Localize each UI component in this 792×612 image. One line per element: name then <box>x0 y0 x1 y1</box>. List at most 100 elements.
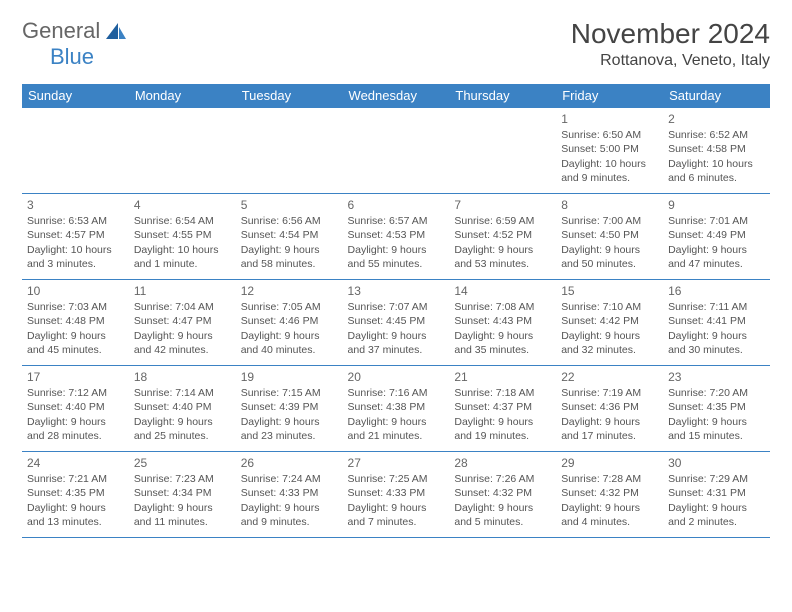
sunset-text: Sunset: 4:53 PM <box>348 228 445 242</box>
daylight-text: Daylight: 9 hours and 2 minutes. <box>668 501 765 529</box>
day-number: 8 <box>561 197 658 213</box>
weekday-header: Wednesday <box>343 84 450 108</box>
daylight-text: Daylight: 9 hours and 55 minutes. <box>348 243 445 271</box>
sunset-text: Sunset: 4:31 PM <box>668 486 765 500</box>
calendar-cell: 9Sunrise: 7:01 AMSunset: 4:49 PMDaylight… <box>663 194 770 280</box>
sunrise-text: Sunrise: 7:05 AM <box>241 300 338 314</box>
daylight-text: Daylight: 9 hours and 50 minutes. <box>561 243 658 271</box>
sunrise-text: Sunrise: 7:21 AM <box>27 472 124 486</box>
daylight-text: Daylight: 9 hours and 40 minutes. <box>241 329 338 357</box>
calendar-week: 3Sunrise: 6:53 AMSunset: 4:57 PMDaylight… <box>22 194 770 280</box>
daylight-text: Daylight: 9 hours and 45 minutes. <box>27 329 124 357</box>
sunset-text: Sunset: 4:34 PM <box>134 486 231 500</box>
calendar-cell: 16Sunrise: 7:11 AMSunset: 4:41 PMDayligh… <box>663 280 770 366</box>
day-number: 27 <box>348 455 445 471</box>
sunrise-text: Sunrise: 7:11 AM <box>668 300 765 314</box>
weekday-header: Friday <box>556 84 663 108</box>
day-number: 30 <box>668 455 765 471</box>
calendar-cell: 15Sunrise: 7:10 AMSunset: 4:42 PMDayligh… <box>556 280 663 366</box>
sunrise-text: Sunrise: 7:24 AM <box>241 472 338 486</box>
daylight-text: Daylight: 9 hours and 47 minutes. <box>668 243 765 271</box>
daylight-text: Daylight: 10 hours and 3 minutes. <box>27 243 124 271</box>
daylight-text: Daylight: 9 hours and 7 minutes. <box>348 501 445 529</box>
day-number: 1 <box>561 111 658 127</box>
calendar-cell: 21Sunrise: 7:18 AMSunset: 4:37 PMDayligh… <box>449 366 556 452</box>
calendar-cell: 18Sunrise: 7:14 AMSunset: 4:40 PMDayligh… <box>129 366 236 452</box>
calendar-cell: 24Sunrise: 7:21 AMSunset: 4:35 PMDayligh… <box>22 452 129 538</box>
sunset-text: Sunset: 4:40 PM <box>134 400 231 414</box>
sunset-text: Sunset: 4:38 PM <box>348 400 445 414</box>
sunrise-text: Sunrise: 6:53 AM <box>27 214 124 228</box>
calendar-cell: 20Sunrise: 7:16 AMSunset: 4:38 PMDayligh… <box>343 366 450 452</box>
day-number: 14 <box>454 283 551 299</box>
sunrise-text: Sunrise: 6:50 AM <box>561 128 658 142</box>
sunset-text: Sunset: 4:42 PM <box>561 314 658 328</box>
daylight-text: Daylight: 9 hours and 58 minutes. <box>241 243 338 271</box>
sunset-text: Sunset: 5:00 PM <box>561 142 658 156</box>
daylight-text: Daylight: 9 hours and 30 minutes. <box>668 329 765 357</box>
sunset-text: Sunset: 4:49 PM <box>668 228 765 242</box>
sunrise-text: Sunrise: 7:29 AM <box>668 472 765 486</box>
sunrise-text: Sunrise: 7:14 AM <box>134 386 231 400</box>
calendar-cell: 8Sunrise: 7:00 AMSunset: 4:50 PMDaylight… <box>556 194 663 280</box>
calendar-cell: 1Sunrise: 6:50 AMSunset: 5:00 PMDaylight… <box>556 108 663 194</box>
sunrise-text: Sunrise: 7:10 AM <box>561 300 658 314</box>
title-block: November 2024 Rottanova, Veneto, Italy <box>571 18 770 70</box>
calendar-header-row: SundayMondayTuesdayWednesdayThursdayFrid… <box>22 84 770 108</box>
day-number: 26 <box>241 455 338 471</box>
calendar-week: 1Sunrise: 6:50 AMSunset: 5:00 PMDaylight… <box>22 108 770 194</box>
sunrise-text: Sunrise: 7:19 AM <box>561 386 658 400</box>
sunrise-text: Sunrise: 7:18 AM <box>454 386 551 400</box>
weekday-header: Thursday <box>449 84 556 108</box>
daylight-text: Daylight: 10 hours and 9 minutes. <box>561 157 658 185</box>
sunrise-text: Sunrise: 7:23 AM <box>134 472 231 486</box>
calendar-week: 10Sunrise: 7:03 AMSunset: 4:48 PMDayligh… <box>22 280 770 366</box>
day-number: 15 <box>561 283 658 299</box>
calendar-cell: 11Sunrise: 7:04 AMSunset: 4:47 PMDayligh… <box>129 280 236 366</box>
daylight-text: Daylight: 9 hours and 5 minutes. <box>454 501 551 529</box>
sunset-text: Sunset: 4:33 PM <box>348 486 445 500</box>
daylight-text: Daylight: 9 hours and 4 minutes. <box>561 501 658 529</box>
month-title: November 2024 <box>571 18 770 50</box>
daylight-text: Daylight: 9 hours and 15 minutes. <box>668 415 765 443</box>
calendar-cell: 17Sunrise: 7:12 AMSunset: 4:40 PMDayligh… <box>22 366 129 452</box>
daylight-text: Daylight: 9 hours and 35 minutes. <box>454 329 551 357</box>
calendar-cell <box>449 108 556 194</box>
calendar-week: 17Sunrise: 7:12 AMSunset: 4:40 PMDayligh… <box>22 366 770 452</box>
daylight-text: Daylight: 9 hours and 9 minutes. <box>241 501 338 529</box>
brand-word1: General <box>22 18 100 44</box>
calendar-cell <box>343 108 450 194</box>
day-number: 22 <box>561 369 658 385</box>
sunrise-text: Sunrise: 6:54 AM <box>134 214 231 228</box>
sunset-text: Sunset: 4:50 PM <box>561 228 658 242</box>
day-number: 28 <box>454 455 551 471</box>
sunset-text: Sunset: 4:45 PM <box>348 314 445 328</box>
sunrise-text: Sunrise: 7:28 AM <box>561 472 658 486</box>
day-number: 12 <box>241 283 338 299</box>
calendar-cell: 13Sunrise: 7:07 AMSunset: 4:45 PMDayligh… <box>343 280 450 366</box>
weekday-header: Saturday <box>663 84 770 108</box>
brand-word2: Blue <box>50 44 94 69</box>
sunset-text: Sunset: 4:40 PM <box>27 400 124 414</box>
day-number: 23 <box>668 369 765 385</box>
daylight-text: Daylight: 9 hours and 25 minutes. <box>134 415 231 443</box>
daylight-text: Daylight: 9 hours and 23 minutes. <box>241 415 338 443</box>
calendar-cell: 6Sunrise: 6:57 AMSunset: 4:53 PMDaylight… <box>343 194 450 280</box>
day-number: 9 <box>668 197 765 213</box>
calendar-cell: 14Sunrise: 7:08 AMSunset: 4:43 PMDayligh… <box>449 280 556 366</box>
daylight-text: Daylight: 9 hours and 28 minutes. <box>27 415 124 443</box>
sunset-text: Sunset: 4:52 PM <box>454 228 551 242</box>
daylight-text: Daylight: 9 hours and 42 minutes. <box>134 329 231 357</box>
daylight-text: Daylight: 10 hours and 6 minutes. <box>668 157 765 185</box>
calendar-cell: 4Sunrise: 6:54 AMSunset: 4:55 PMDaylight… <box>129 194 236 280</box>
day-number: 11 <box>134 283 231 299</box>
sunrise-text: Sunrise: 7:15 AM <box>241 386 338 400</box>
day-number: 17 <box>27 369 124 385</box>
sunset-text: Sunset: 4:58 PM <box>668 142 765 156</box>
day-number: 18 <box>134 369 231 385</box>
sail-icon <box>104 21 126 41</box>
calendar-cell: 2Sunrise: 6:52 AMSunset: 4:58 PMDaylight… <box>663 108 770 194</box>
sunset-text: Sunset: 4:46 PM <box>241 314 338 328</box>
sunrise-text: Sunrise: 7:03 AM <box>27 300 124 314</box>
sunrise-text: Sunrise: 7:00 AM <box>561 214 658 228</box>
